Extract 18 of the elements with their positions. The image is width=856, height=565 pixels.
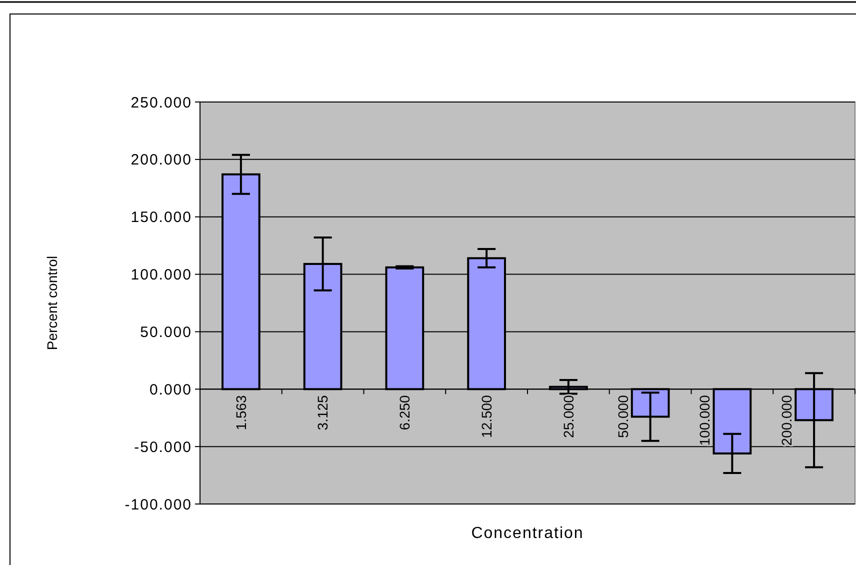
x-tick-label: 6.250	[396, 394, 413, 430]
y-tick-label: 50.000	[140, 324, 192, 341]
y-tick-label: 200.000	[130, 152, 192, 169]
x-tick-label: 100.000	[696, 394, 713, 446]
y-tick-label: 150.000	[130, 209, 192, 226]
y-tick-label: 250.000	[130, 94, 192, 112]
x-tick-label: 200.000	[778, 394, 795, 446]
y-tick-label: -50.000	[134, 438, 192, 456]
y-axis-title: Percent control	[44, 256, 60, 350]
x-tick-label: 25.000	[560, 394, 576, 438]
y-tick-label: -100.000	[124, 496, 192, 514]
x-tick-label: 12.500	[478, 394, 494, 438]
x-axis-title: Concentration	[471, 525, 584, 542]
y-tick-label: 0.000	[149, 381, 192, 398]
x-tick-label: 1.563	[232, 394, 249, 430]
x-tick-label: 3.125	[314, 394, 331, 430]
x-tick-label: 50.000	[614, 394, 631, 438]
y-tick-label: 100.000	[130, 266, 192, 284]
